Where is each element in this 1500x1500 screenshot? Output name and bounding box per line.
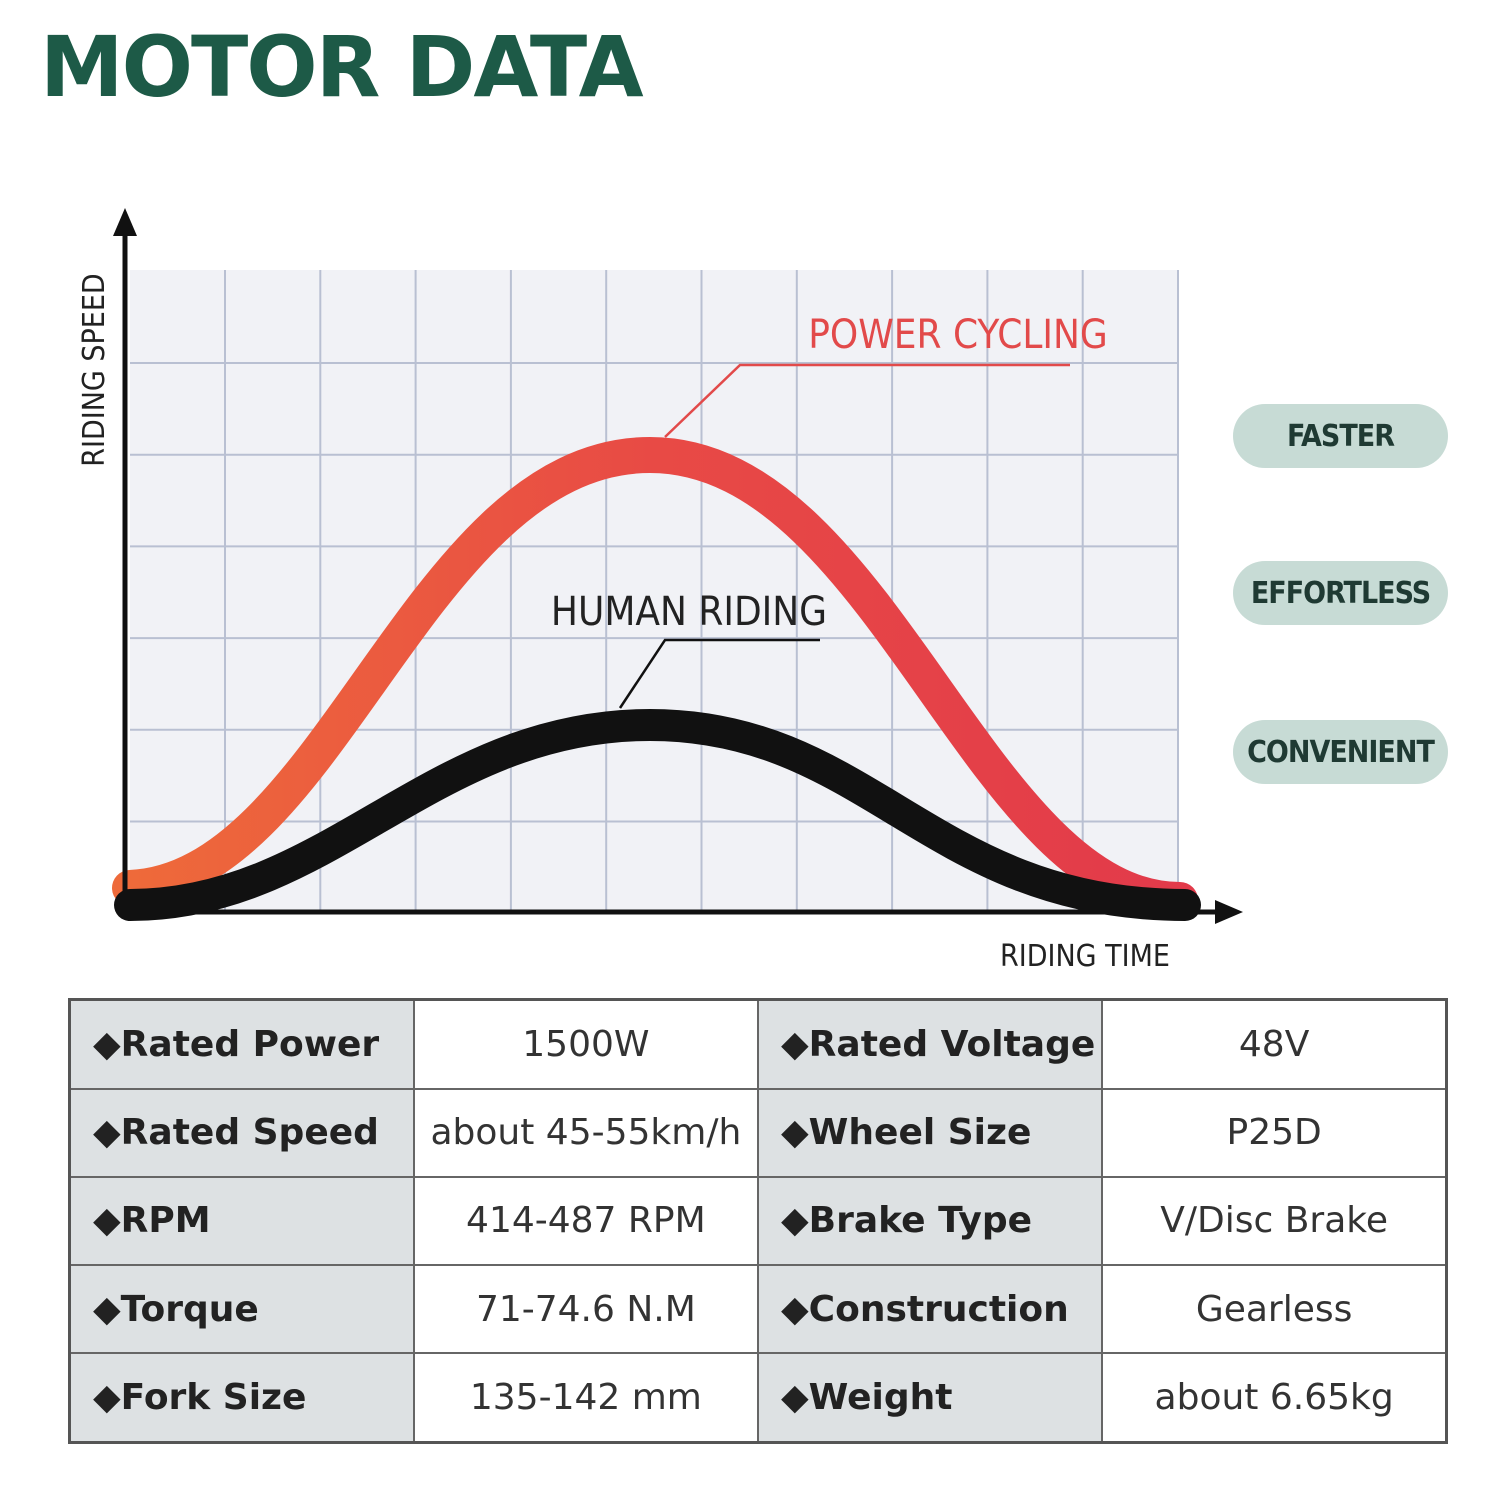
spec-label: ◆Weight (756, 1352, 1104, 1444)
spec-value: 48V (1101, 998, 1448, 1090)
spec-value: P25D (1101, 1087, 1448, 1178)
leader-line (618, 638, 820, 709)
spec-label: ◆Construction (756, 1264, 1104, 1355)
badge: FASTER (1233, 404, 1448, 468)
spec-label: ◆Rated Voltage (756, 998, 1104, 1090)
badge: CONVENIENT (1233, 720, 1448, 784)
table-row: ◆Rated Speed about 45-55km/h ◆Wheel Size P2… (68, 1087, 1448, 1178)
table-row: ◆Fork Size 135-142 mm ◆Weight about 6.65kg (68, 1352, 1448, 1444)
curve-label: HUMAN RIDING (551, 589, 827, 635)
spec-value: about 45-55km/h (412, 1087, 760, 1178)
table-row: ◆Torque 71-74.6 N.M ◆Construction Gearless (68, 1264, 1448, 1355)
y-axis-label: RIDING SPEED (77, 273, 112, 466)
spec-label: ◆Brake Type (756, 1175, 1104, 1267)
human-curve (114, 708, 1201, 921)
arrow (1215, 900, 1243, 924)
spec-value: 1500W (412, 998, 760, 1090)
leader-line (664, 363, 1070, 438)
arrow (113, 208, 137, 236)
table-row: ◆Rated Power 1500W ◆Rated Voltage 48V (68, 998, 1448, 1090)
x-axis-label: RIDING TIME (1000, 939, 1170, 974)
chart-body: POWER CYCLING HUMAN RIDING RIDING SPEED … (77, 208, 1243, 974)
spec-value: about 6.65kg (1101, 1352, 1448, 1444)
power-curve (112, 436, 1198, 918)
grid (130, 270, 1179, 912)
spec-label: ◆Rated Speed (68, 1087, 415, 1178)
spec-label: ◆Fork Size (68, 1352, 415, 1444)
spec-label: ◆Wheel Size (756, 1087, 1104, 1178)
spec-table: ◆Rated Power 1500W ◆Rated Voltage 48V ◆Rated… (68, 998, 1448, 1444)
spec-value: 135-142 mm (412, 1352, 760, 1444)
spec-value: V/Disc Brake (1101, 1175, 1448, 1267)
spec-label: ◆Rated Power (68, 998, 415, 1090)
spec-value: 71-74.6 N.M (412, 1264, 760, 1355)
title: MOTOR DATA (40, 18, 644, 116)
spec-label: ◆RPM (68, 1175, 415, 1267)
curve-label: POWER CYCLING (808, 312, 1108, 358)
chart: POWER CYCLING HUMAN RIDING RIDING SPEED … (77, 208, 1243, 974)
spec-value: 414-487 RPM (412, 1175, 760, 1267)
table-row: ◆RPM 414-487 RPM ◆Brake Type V/Disc Brake (68, 1175, 1448, 1267)
badge: EFFORTLESS (1233, 561, 1448, 625)
spec-value: Gearless (1101, 1264, 1448, 1355)
spec-label: ◆Torque (68, 1264, 415, 1355)
